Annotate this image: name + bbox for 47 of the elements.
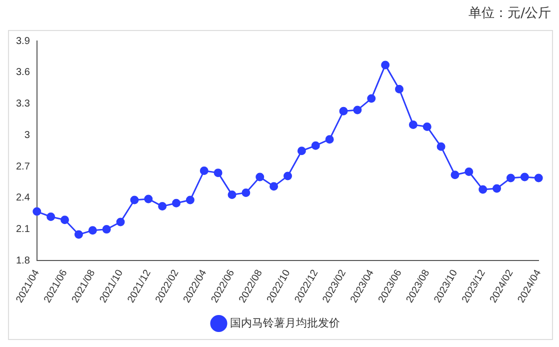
point <box>339 106 348 116</box>
point <box>88 226 97 235</box>
point <box>242 188 250 197</box>
y-tick-label: 2.7 <box>16 161 30 172</box>
point <box>422 122 432 132</box>
y-tick-label: 1.8 <box>16 255 30 266</box>
point <box>144 194 153 204</box>
point <box>520 172 529 182</box>
point <box>284 172 292 180</box>
y-tick-label: 3.6 <box>16 67 30 78</box>
point <box>394 84 404 94</box>
point <box>200 166 208 175</box>
y-tick-label: 2.4 <box>16 192 30 204</box>
point <box>534 174 543 182</box>
point <box>325 135 334 144</box>
point <box>228 190 236 200</box>
point <box>74 230 83 239</box>
point <box>46 212 56 222</box>
point <box>32 207 42 216</box>
point <box>436 142 446 151</box>
point <box>381 60 390 70</box>
point <box>102 225 111 234</box>
point <box>367 94 376 103</box>
point <box>116 218 125 226</box>
point <box>270 182 278 191</box>
point <box>450 170 460 180</box>
y-tick-label: 3 <box>24 130 30 141</box>
point <box>214 168 222 178</box>
point <box>158 202 167 211</box>
y-tick-label: 2.1 <box>16 224 30 236</box>
point <box>492 184 502 193</box>
point <box>311 141 320 150</box>
point <box>464 168 474 176</box>
point <box>478 185 488 194</box>
y-tick-label: 3.3 <box>16 98 30 110</box>
point <box>353 106 362 114</box>
point <box>408 120 418 129</box>
point <box>172 198 181 208</box>
point <box>256 172 264 182</box>
point <box>186 196 194 204</box>
text: 单位：元/公斤 <box>468 5 551 22</box>
point <box>297 146 306 156</box>
point <box>60 216 70 224</box>
point <box>506 174 515 182</box>
point <box>130 196 139 204</box>
legend-label: 国内马铃薯月均批发价 <box>230 316 340 330</box>
y-tick-label: 3.9 <box>16 36 30 47</box>
